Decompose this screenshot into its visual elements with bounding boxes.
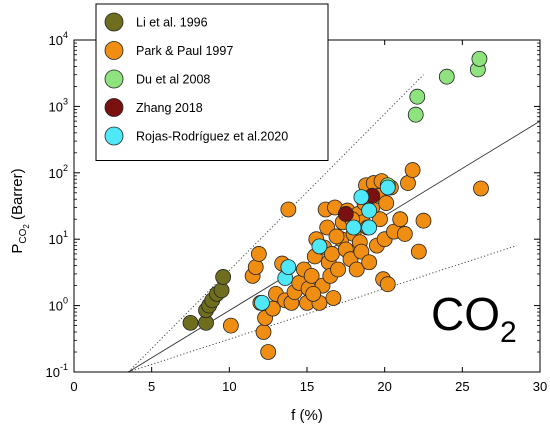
co2-annotation: CO2 bbox=[431, 288, 517, 349]
x-tick-label: 20 bbox=[377, 379, 391, 394]
data-point-park-paul-1997 bbox=[372, 211, 388, 228]
data-point-park-paul-1997 bbox=[410, 243, 427, 260]
data-points bbox=[182, 50, 489, 360]
legend-label: Li et al. 1996 bbox=[136, 16, 208, 30]
data-point-rojas-rodr-guez-et-al-2020 bbox=[361, 219, 378, 236]
data-point-park-paul-1997 bbox=[404, 162, 421, 178]
data-point-park-paul-1997 bbox=[415, 212, 432, 229]
data-point-park-paul-1997 bbox=[247, 259, 264, 276]
data-point-park-paul-1997 bbox=[473, 180, 489, 197]
data-point-park-paul-1997 bbox=[378, 195, 395, 211]
data-point-rojas-rodr-guez-et-al-2020 bbox=[311, 238, 328, 255]
legend-label: Zhang 2018 bbox=[136, 101, 203, 115]
data-point-park-paul-1997 bbox=[330, 261, 346, 278]
co2-annotation-main: CO bbox=[431, 288, 500, 340]
data-point-li-et-al-1996 bbox=[215, 269, 232, 285]
data-point-rojas-rodr-guez-et-al-2020 bbox=[353, 189, 370, 206]
legend-marker bbox=[104, 126, 124, 146]
data-point-park-paul-1997 bbox=[255, 324, 272, 340]
y-tick-label: 101 bbox=[49, 229, 68, 247]
y-axis-title: PCO2 (Barrer) bbox=[9, 168, 31, 253]
x-tick-label: 15 bbox=[300, 379, 314, 394]
data-point-du-et-al-2008 bbox=[409, 88, 426, 105]
x-tick-label: 30 bbox=[533, 379, 547, 394]
data-point-park-paul-1997 bbox=[348, 261, 365, 278]
legend-box bbox=[95, 3, 329, 161]
data-point-du-et-al-2008 bbox=[407, 106, 424, 123]
data-point-park-paul-1997 bbox=[361, 254, 378, 271]
data-point-park-paul-1997 bbox=[305, 286, 322, 302]
data-point-park-paul-1997 bbox=[328, 228, 345, 245]
legend-label: Du et al 2008 bbox=[136, 73, 210, 87]
x-tick-label: 10 bbox=[222, 379, 236, 394]
y-tick-label: 102 bbox=[49, 163, 68, 181]
legend-marker bbox=[104, 69, 124, 89]
y-tick-label: 103 bbox=[49, 96, 68, 114]
axes: 0 5 10 15 20 25 30 10-1 100 101 102 103 104 bbox=[46, 30, 548, 394]
legend-marker bbox=[104, 41, 124, 60]
y-tick-label: 104 bbox=[49, 30, 68, 48]
data-point-park-paul-1997 bbox=[396, 226, 413, 242]
data-point-li-et-al-1996 bbox=[213, 282, 230, 299]
legend: Li et al. 1996 Park & Paul 1997 Du et al 2… bbox=[95, 3, 329, 161]
y-tick-label: 100 bbox=[49, 296, 68, 314]
x-axis-title: f (%) bbox=[291, 407, 323, 424]
data-point-park-paul-1997 bbox=[325, 290, 342, 306]
co2-annotation-sub: 2 bbox=[500, 316, 517, 349]
x-tick-label: 0 bbox=[70, 379, 77, 394]
y-axis-title-subsub: 2 bbox=[22, 224, 31, 229]
data-point-park-paul-1997 bbox=[379, 276, 396, 293]
data-point-park-paul-1997 bbox=[250, 246, 267, 262]
data-point-du-et-al-2008 bbox=[438, 68, 455, 85]
data-point-du-et-al-2008 bbox=[471, 50, 488, 67]
data-point-rojas-rodr-guez-et-al-2020 bbox=[361, 202, 378, 219]
legend-marker bbox=[104, 98, 124, 117]
y-axis-title-sub: CO bbox=[18, 228, 29, 243]
legend-label: Rojas-Rodríguez et al.2020 bbox=[136, 130, 288, 144]
legend-label: Park & Paul 1997 bbox=[136, 44, 233, 58]
x-tick-label: 5 bbox=[148, 379, 155, 394]
data-point-rojas-rodr-guez-et-al-2020 bbox=[280, 259, 297, 276]
y-axis-title-tail: (Barrer) bbox=[9, 168, 26, 224]
data-point-park-paul-1997 bbox=[303, 268, 320, 284]
data-point-li-et-al-1996 bbox=[182, 314, 199, 331]
data-point-park-paul-1997 bbox=[280, 201, 297, 218]
data-point-park-paul-1997 bbox=[260, 344, 277, 360]
data-point-park-paul-1997 bbox=[392, 211, 409, 228]
data-point-zhang-2018 bbox=[337, 206, 354, 222]
y-tick-label: 10-1 bbox=[46, 362, 68, 380]
data-point-park-paul-1997 bbox=[353, 243, 370, 260]
data-point-rojas-rodr-guez-et-al-2020 bbox=[379, 179, 396, 196]
data-point-park-paul-1997 bbox=[222, 317, 239, 334]
data-point-rojas-rodr-guez-et-al-2020 bbox=[254, 294, 270, 311]
legend-marker bbox=[104, 12, 124, 32]
data-point-rojas-rodr-guez-et-al-2020 bbox=[345, 219, 362, 236]
y-axis-title-main: P bbox=[9, 244, 26, 254]
x-tick-label: 25 bbox=[455, 379, 469, 394]
